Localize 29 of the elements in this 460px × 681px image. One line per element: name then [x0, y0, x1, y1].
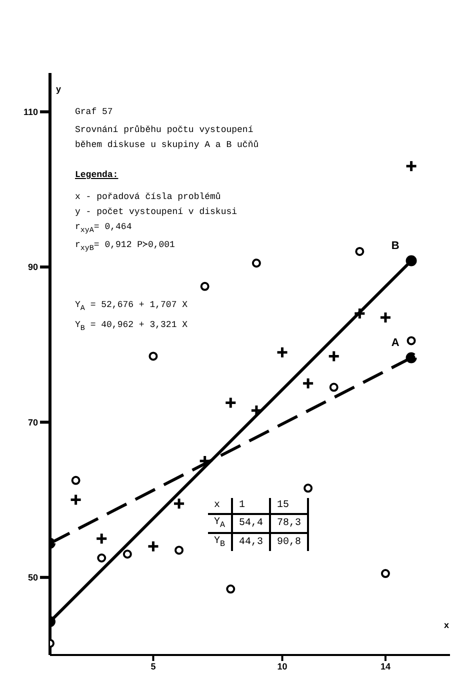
- series-label: B: [391, 240, 400, 252]
- text: Graf 57: [75, 106, 113, 119]
- y-tick-label: 90: [28, 262, 38, 272]
- annotation: Legenda:: [75, 169, 118, 182]
- y-tick-label: 70: [28, 417, 38, 428]
- annotation: 78,3: [270, 514, 308, 533]
- series-label: A: [391, 336, 400, 349]
- annotation: 1: [232, 498, 270, 514]
- annotation: r$_{xyB}$= 0,912 P≻0,001: [75, 239, 175, 255]
- y-tick-label: 110: [23, 106, 38, 117]
- annotation: y - počet vystoupení v diskusi: [75, 206, 238, 219]
- annotation: x - pořadová čísla problémů: [75, 191, 221, 204]
- x-tick-label: 5: [150, 661, 156, 672]
- x-tick-label: 10: [277, 661, 288, 672]
- y-tick-label: 50: [28, 572, 38, 583]
- annotation: 44,3: [232, 533, 270, 551]
- annotation: x: [213, 499, 222, 513]
- annotation: Y$_{B}$: [208, 533, 232, 551]
- annotation: 54,4: [232, 514, 270, 533]
- annotation: Y$_{B}$ = 40,962 + 3,321 X: [75, 319, 188, 335]
- annotation: 15: [270, 498, 308, 514]
- annotation: Y$_{A}$: [208, 514, 232, 533]
- annotation: Y$_{A}$ = 52,676 + 1,707 X: [75, 299, 188, 315]
- annotation: 90,8: [270, 533, 308, 551]
- y-axis-title: y: [56, 83, 62, 96]
- annotation: r$_{xyA}$= 0,464: [75, 221, 132, 237]
- x-tick-label: 14: [380, 661, 390, 672]
- text: Srovnání průběhu počtu vystoupení během diskuse u skupiny A a B učňů: [75, 124, 259, 152]
- x-axis-title: x: [444, 619, 450, 632]
